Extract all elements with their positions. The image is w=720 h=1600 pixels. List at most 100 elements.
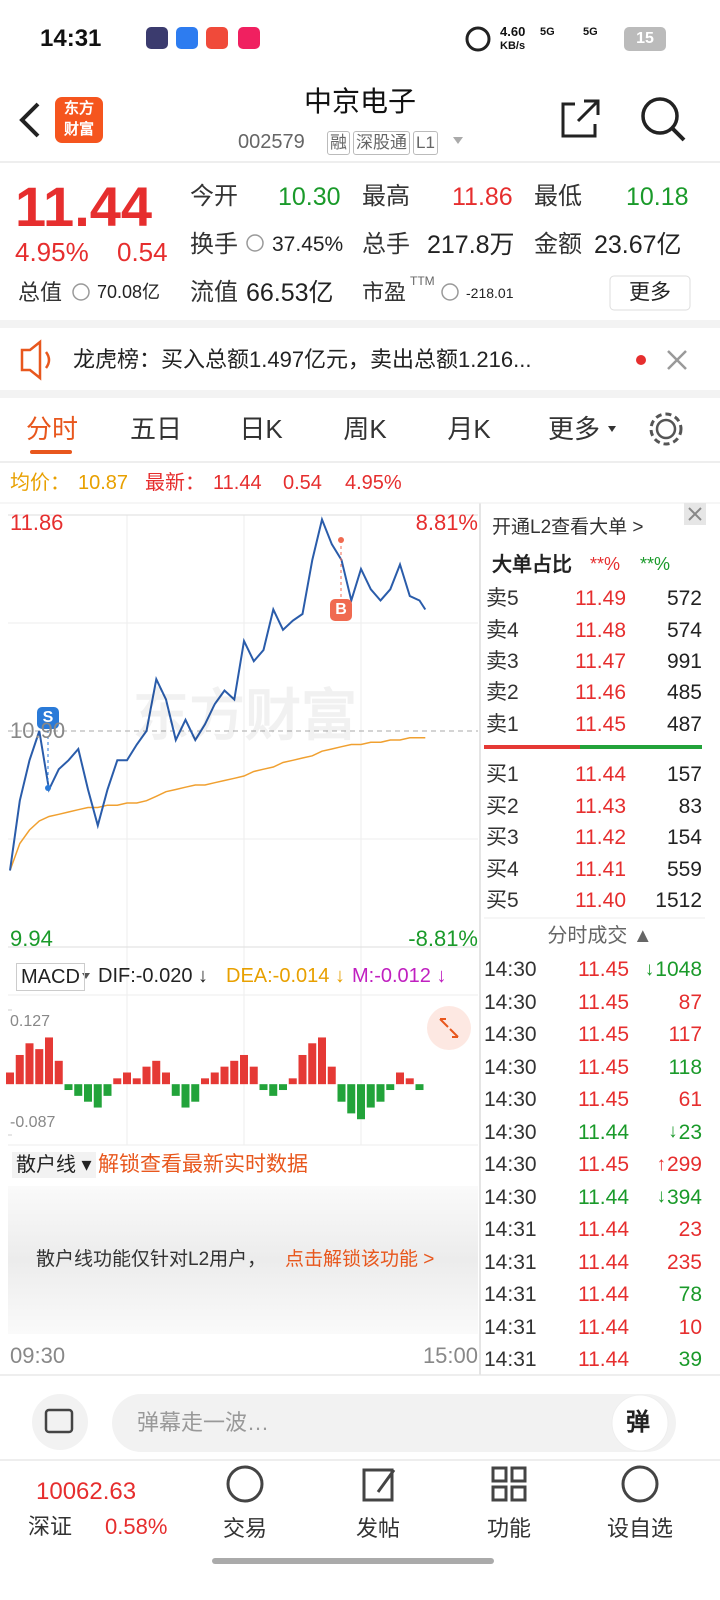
macd-bar	[162, 1072, 170, 1085]
comment-icon	[44, 1408, 74, 1434]
trade-time: 14:30	[484, 958, 537, 982]
unlock-link[interactable]: 点击解锁该功能 >	[285, 1248, 435, 1270]
tab[interactable]: 周K	[343, 414, 387, 445]
trade-price: 11.44	[578, 1218, 629, 1242]
nav-item[interactable]: 功能	[486, 1515, 532, 1541]
tab[interactable]: 日K	[239, 414, 283, 445]
macd-bar	[103, 1084, 112, 1096]
macd-bar	[366, 1084, 375, 1108]
trade-price: 11.44	[578, 1250, 629, 1274]
trade-volume: 394	[666, 1185, 702, 1209]
more-button-label[interactable]: 更多	[629, 281, 671, 305]
y-tick-label: -0.087	[10, 1113, 56, 1131]
tab[interactable]: 更多	[547, 414, 601, 445]
trade-time: 14:30	[484, 1088, 537, 1112]
comment-icon[interactable]	[32, 1394, 88, 1450]
logo-text: 财富	[63, 121, 95, 139]
field-label: 金额	[534, 231, 582, 259]
watermark: 东方财富	[133, 683, 357, 747]
macd-bar	[347, 1084, 356, 1114]
field-label: 市盈	[362, 279, 407, 305]
macd-bar	[191, 1084, 200, 1102]
macd-bar	[279, 1084, 287, 1091]
share-icon[interactable]	[561, 99, 600, 138]
macd-bar	[181, 1084, 190, 1108]
field-label: 总值	[18, 279, 63, 305]
book-volume: 559	[666, 857, 702, 881]
marker-label: S	[42, 708, 54, 726]
trade-volume: 39	[678, 1348, 702, 1372]
danmaku-label[interactable]: 弹	[626, 1409, 650, 1437]
close-icon[interactable]	[667, 350, 687, 370]
more-button[interactable]	[609, 275, 691, 311]
comment-input[interactable]	[112, 1394, 676, 1452]
comment-placeholder[interactable]: 弹幕走一波…	[137, 1409, 270, 1435]
book-volume: 83	[678, 794, 702, 818]
field-value: 10.18	[626, 182, 689, 211]
trade-time: 14:31	[484, 1218, 537, 1242]
trade-price: 11.45	[578, 1023, 629, 1047]
trade-price: 11.44	[578, 1315, 629, 1339]
clock: 14:31	[40, 25, 102, 53]
ratio-label: 大单占比	[492, 554, 572, 576]
nav-item[interactable]: 发帖	[355, 1515, 401, 1541]
index-value: 10062.63	[36, 1478, 137, 1506]
book-price: 11.48	[575, 618, 626, 642]
buy-bar	[580, 745, 702, 749]
macd-bar	[396, 1072, 404, 1085]
macd-bar	[45, 1037, 53, 1085]
unlock-text[interactable]: 解锁查看最新实时数据	[98, 1153, 308, 1177]
info-icon	[72, 283, 90, 301]
trade-arrow: ↑	[656, 1153, 666, 1175]
nav-item[interactable]: 设自选	[606, 1515, 674, 1541]
network: 5G	[540, 25, 555, 38]
notice[interactable]: 龙虎榜：买入总额1.497亿元，卖出总额1.216...	[73, 346, 532, 372]
home-indicator	[212, 1558, 494, 1564]
macd-bar	[308, 1043, 317, 1085]
book-label: 卖2	[486, 681, 519, 705]
macd-bar	[269, 1084, 278, 1096]
indicator-select[interactable]: MACD	[16, 963, 85, 991]
macd-bar	[405, 1078, 414, 1085]
field-label: 流值	[190, 279, 238, 307]
field-value: 70.08亿	[97, 282, 161, 303]
line-avg	[9, 737, 426, 871]
trade-volume: 78	[678, 1283, 702, 1307]
tab[interactable]: 五日	[129, 414, 183, 445]
macd-bar	[84, 1084, 92, 1102]
book-price: 11.43	[575, 794, 626, 818]
macd-bar	[249, 1066, 258, 1085]
indicator-label: M:-0.012 ↓	[352, 965, 447, 987]
macd-bar	[35, 1049, 44, 1085]
tab[interactable]: 月K	[447, 414, 491, 445]
indicator-label: DEA:-0.014 ↓	[226, 965, 345, 987]
book-label: 卖5	[486, 587, 519, 611]
macd-bar	[74, 1084, 83, 1096]
trade-volume: 87	[678, 990, 702, 1014]
last-value: 11.44	[213, 472, 262, 494]
last-percent: 4.95%	[345, 472, 402, 494]
locked-panel[interactable]	[8, 1186, 478, 1334]
y-tick-label: 11.86	[10, 509, 64, 535]
field-label: 最高	[362, 183, 410, 211]
tab-underline	[30, 450, 72, 454]
net-speed-unit: KB/s	[500, 39, 526, 52]
settings-icon[interactable]	[655, 418, 677, 440]
l2-link[interactable]: 开通L2查看大单 >	[492, 516, 644, 538]
retail-select[interactable]: 散户线 ▾	[12, 1152, 96, 1178]
trade-time: 14:30	[484, 1185, 537, 1209]
marker-dot	[338, 537, 344, 543]
x-label: 15:00	[422, 1342, 478, 1368]
nav-item[interactable]: 交易	[222, 1515, 268, 1541]
expand-button[interactable]	[427, 1006, 471, 1050]
trade-volume: 1048	[655, 958, 702, 982]
search-icon[interactable]	[641, 97, 679, 135]
dropdown-icon	[453, 137, 463, 144]
danmaku-button[interactable]	[611, 1394, 669, 1452]
marker	[330, 599, 352, 621]
trade-volume: 299	[666, 1153, 702, 1177]
change: 0.54	[117, 237, 168, 268]
price: 11.44	[15, 174, 153, 238]
tab[interactable]: 分时	[25, 414, 79, 445]
back-icon[interactable]	[19, 102, 40, 138]
